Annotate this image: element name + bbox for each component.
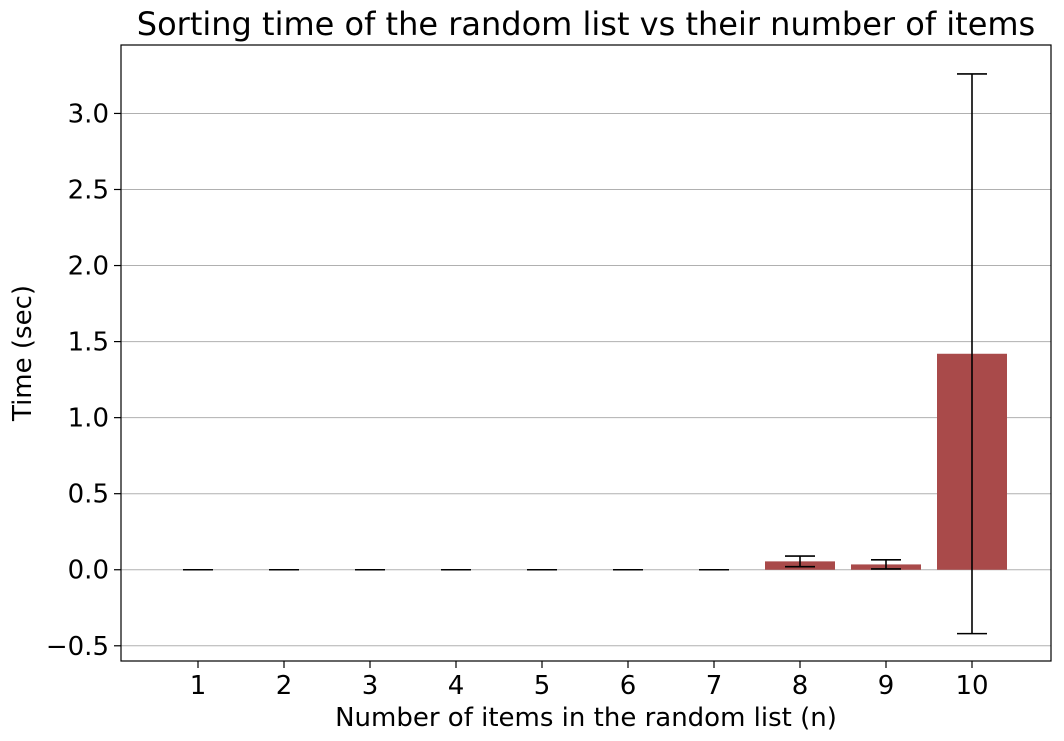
y-tick-label: 1.5: [68, 328, 109, 358]
x-tick-label: 1: [190, 671, 207, 701]
y-tick-label: 2.0: [68, 252, 109, 282]
x-axis-label: Number of items in the random list (n): [335, 703, 837, 733]
y-tick-label: 3.0: [68, 99, 109, 129]
x-tick-label: 4: [448, 671, 465, 701]
plot-area-frame: [120, 44, 1052, 662]
y-tick-label: 2.5: [68, 175, 109, 205]
x-tick-label: 2: [276, 671, 293, 701]
x-tick-label: 3: [362, 671, 379, 701]
x-axis-ticks: 1 2 3 4 5 6 7 8 9 10: [190, 661, 989, 701]
chart-title: Sorting time of the random list vs their…: [137, 5, 1035, 43]
x-tick-label: 8: [792, 671, 809, 701]
x-tick-label: 6: [620, 671, 637, 701]
y-axis-ticks: −0.5 0.0 0.5 1.0 1.5 2.0 2.5 3.0: [46, 99, 121, 662]
error-bar-9: [871, 559, 901, 570]
x-tick-label: 9: [878, 671, 895, 701]
y-tick-label: −0.5: [46, 632, 109, 662]
x-tick-label: 5: [534, 671, 551, 701]
y-tick-label: 0.0: [68, 556, 109, 586]
y-tick-label: 1.0: [68, 404, 109, 434]
y-axis-label: Time (sec): [8, 285, 38, 422]
error-bar-10: [957, 73, 987, 635]
bar-layer: [765, 353, 1007, 570]
y-tick-label: 0.5: [68, 480, 109, 510]
error-bar-8: [785, 555, 815, 568]
x-tick-label: 10: [955, 671, 988, 701]
x-tick-label: 7: [706, 671, 723, 701]
error-bar-layer: [183, 73, 987, 635]
